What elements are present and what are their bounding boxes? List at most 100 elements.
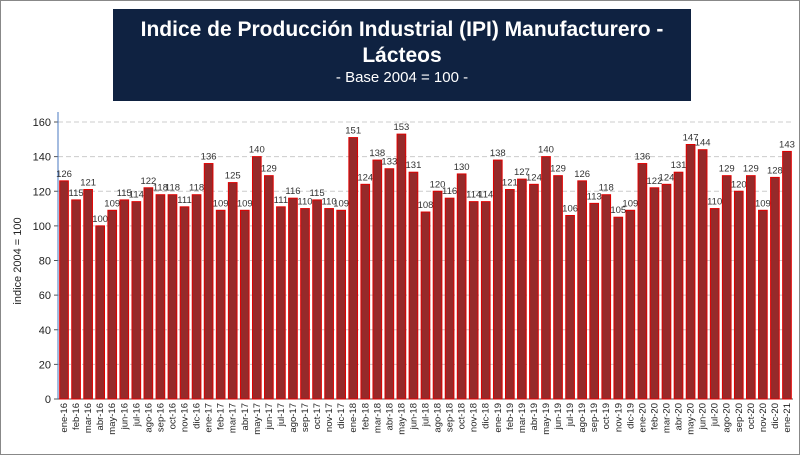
bar bbox=[59, 180, 69, 400]
data-label: 129 bbox=[719, 164, 735, 175]
data-label: 118 bbox=[153, 183, 168, 194]
data-label: 127 bbox=[514, 167, 530, 178]
data-label: 124 bbox=[526, 172, 542, 183]
bar bbox=[553, 175, 563, 400]
x-tick-label: nov-17 bbox=[324, 403, 335, 432]
data-label: 114 bbox=[466, 190, 481, 201]
bar bbox=[215, 209, 226, 400]
bar bbox=[324, 208, 334, 400]
data-label: 120 bbox=[731, 179, 747, 190]
data-label: 153 bbox=[393, 122, 409, 133]
x-tick-label: oct-19 bbox=[601, 403, 612, 429]
bar bbox=[276, 206, 286, 400]
data-label: 147 bbox=[683, 133, 699, 144]
bar bbox=[312, 199, 322, 400]
data-label: 131 bbox=[406, 160, 422, 171]
bar bbox=[770, 176, 780, 400]
bar bbox=[661, 183, 672, 400]
data-label: 128 bbox=[767, 165, 783, 176]
x-tick-label: ene-21 bbox=[782, 403, 793, 433]
x-tick-label: may-19 bbox=[541, 403, 552, 435]
data-label: 138 bbox=[490, 148, 506, 159]
data-label: 110 bbox=[707, 197, 722, 208]
bar bbox=[541, 156, 551, 400]
data-label: 116 bbox=[442, 186, 457, 197]
bar bbox=[492, 159, 503, 400]
x-tick-label: may-17 bbox=[252, 403, 263, 435]
bar bbox=[601, 194, 612, 400]
data-label: 140 bbox=[538, 145, 554, 156]
x-tick-label: ene-17 bbox=[204, 403, 215, 433]
y-tick-label: 120 bbox=[33, 186, 51, 198]
bar bbox=[505, 189, 515, 400]
bar bbox=[71, 199, 81, 400]
x-tick-label: ene-18 bbox=[348, 403, 359, 433]
data-label: 130 bbox=[454, 162, 470, 173]
data-label: 109 bbox=[333, 198, 349, 209]
x-tick-label: oct-18 bbox=[457, 403, 468, 429]
x-tick-label: mar-16 bbox=[83, 403, 94, 433]
bar bbox=[336, 209, 346, 400]
data-label: 126 bbox=[574, 169, 590, 180]
x-tick-label: nov-19 bbox=[613, 403, 624, 432]
data-label: 126 bbox=[56, 169, 72, 180]
bar bbox=[480, 201, 491, 400]
data-label: 133 bbox=[381, 157, 397, 168]
bar bbox=[131, 201, 142, 400]
data-label: 115 bbox=[309, 188, 324, 199]
y-tick-label: 20 bbox=[39, 359, 51, 371]
x-tick-label: sep-17 bbox=[300, 403, 311, 432]
data-label: 125 bbox=[225, 171, 241, 182]
x-tick-label: jul-18 bbox=[421, 403, 432, 427]
x-tick-label: feb-17 bbox=[216, 403, 227, 430]
x-tick-label: ago-19 bbox=[577, 403, 588, 433]
bar bbox=[565, 214, 575, 400]
bar bbox=[155, 194, 166, 400]
bar bbox=[782, 150, 792, 400]
x-tick-label: abr-19 bbox=[529, 403, 540, 430]
bar bbox=[745, 175, 756, 400]
data-label: 100 bbox=[92, 214, 108, 225]
bar bbox=[577, 180, 587, 400]
x-tick-label: feb-19 bbox=[505, 403, 516, 430]
x-tick-label: may-18 bbox=[396, 403, 407, 435]
bar bbox=[95, 225, 106, 400]
bar bbox=[697, 149, 708, 400]
bar bbox=[251, 156, 262, 400]
x-tick-label: mar-19 bbox=[517, 403, 528, 433]
data-label: 151 bbox=[345, 126, 361, 137]
bar bbox=[360, 183, 371, 400]
bar bbox=[107, 209, 118, 400]
x-tick-label: abr-18 bbox=[384, 403, 395, 430]
chart-subtitle: - Base 2004 = 100 - bbox=[335, 69, 469, 86]
bar bbox=[649, 187, 660, 400]
x-tick-label: dic-17 bbox=[336, 403, 347, 429]
data-label: 122 bbox=[647, 176, 663, 187]
x-tick-label: jun-19 bbox=[553, 403, 564, 430]
x-tick-label: ago-20 bbox=[722, 403, 733, 433]
data-label: 110 bbox=[297, 197, 312, 208]
x-tick-label: may-16 bbox=[107, 403, 118, 435]
x-tick-label: dic-18 bbox=[481, 403, 492, 429]
bar bbox=[348, 137, 359, 400]
x-tick-label: nov-16 bbox=[180, 403, 191, 432]
x-tick-label: feb-16 bbox=[71, 403, 82, 430]
bar bbox=[203, 163, 214, 400]
data-label: 124 bbox=[659, 172, 675, 183]
x-tick-label: mar-18 bbox=[372, 403, 383, 433]
bar bbox=[239, 209, 250, 400]
bar bbox=[733, 190, 744, 400]
x-tick-label: ago-18 bbox=[433, 403, 444, 433]
y-tick-label: 80 bbox=[39, 256, 51, 268]
x-tick-label: jun-17 bbox=[264, 403, 275, 430]
bar bbox=[625, 209, 636, 400]
x-tick-label: mar-17 bbox=[228, 403, 239, 433]
x-tick-label: feb-18 bbox=[360, 403, 371, 430]
data-label: 122 bbox=[140, 176, 156, 187]
x-tick-label: jul-17 bbox=[276, 403, 287, 427]
x-tick-label: dic-19 bbox=[625, 403, 636, 429]
bar bbox=[721, 175, 732, 400]
x-tick-label: jul-19 bbox=[565, 403, 576, 427]
